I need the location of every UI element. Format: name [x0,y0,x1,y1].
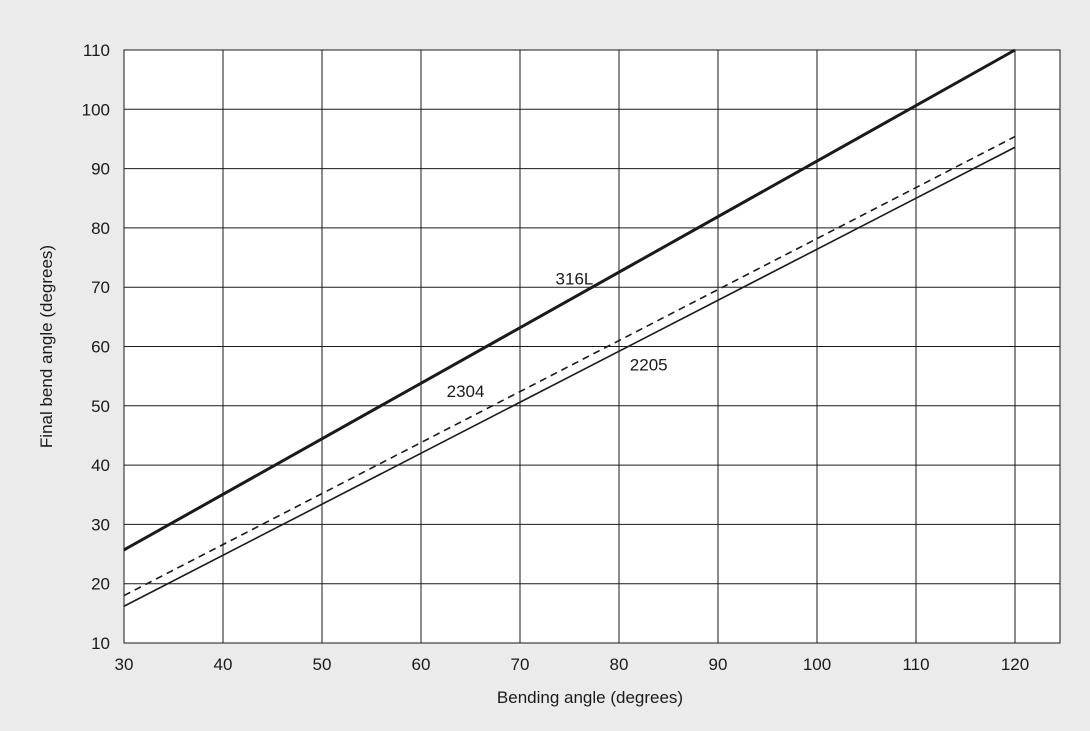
y-tick-label: 30 [91,515,110,534]
x-tick-label: 70 [511,655,530,674]
y-axis-label: Final bend angle (degrees) [37,245,56,448]
series-label-316l: 316L [556,269,594,288]
series-line-316l [123,48,1016,552]
x-tick-label: 100 [803,655,831,674]
y-tick-label: 40 [91,456,110,475]
x-tick-label: 80 [610,655,629,674]
y-tick-label: 20 [91,575,110,594]
plot-border [123,49,1061,644]
y-tick-label: 90 [91,160,110,179]
y-tick-label: 80 [91,219,110,238]
y-tick-label: 10 [91,634,110,653]
series-line-2205 [123,146,1016,607]
series-label-2205: 2205 [630,355,668,374]
series-label-2304: 2304 [447,382,485,401]
x-tick-label: 90 [709,655,728,674]
y-tick-label: 70 [91,278,110,297]
y-tick-label: 50 [91,397,110,416]
x-tick-label: 50 [313,655,332,674]
x-tick-label: 120 [1001,655,1029,674]
y-tick-label: 60 [91,338,110,357]
y-tick-label: 100 [82,100,110,119]
x-tick-label: 60 [412,655,431,674]
x-tick-label: 40 [214,655,233,674]
x-tick-label: 110 [902,655,929,674]
y-tick-label: 110 [83,41,110,60]
x-tick-label: 30 [115,655,134,674]
x-axis-label: Bending angle (degrees) [497,688,683,707]
